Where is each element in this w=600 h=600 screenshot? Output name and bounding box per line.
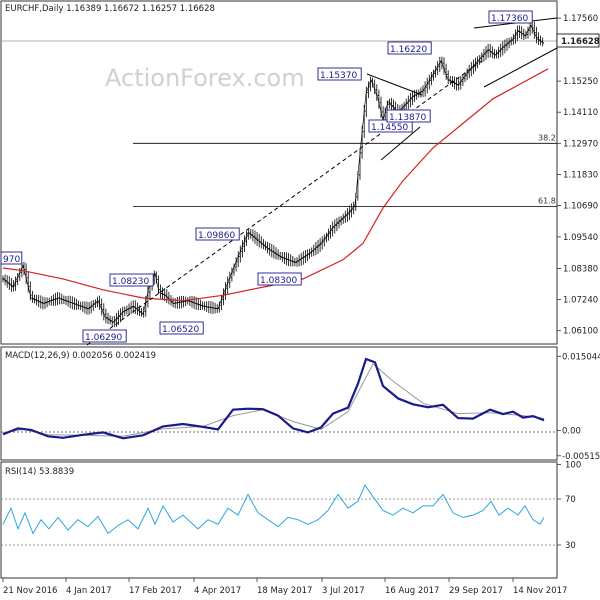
annotation-box — [109, 273, 154, 287]
current-price-value: 1.16628 — [561, 37, 600, 47]
trendline-dashed — [86, 59, 484, 346]
price-annotation: 1.08230 — [109, 273, 154, 287]
price-header: EURCHF,Daily 1.16389 1.16672 1.16257 1.1… — [5, 4, 215, 14]
price-annotation: 970 — [0, 251, 23, 265]
annotation-box — [159, 321, 204, 335]
x-tick-label: 17 Feb 2017 — [129, 586, 182, 596]
fib-levels: 38.2 61.8 — [133, 133, 557, 207]
price-annotation: 1.17360 — [488, 10, 533, 24]
annotation-text: 1.06290 — [85, 333, 122, 343]
y-tick-label: 1.10690 — [563, 202, 598, 212]
y-tick-label: 1.08380 — [563, 265, 598, 275]
fib-label: 61.8 — [538, 197, 556, 206]
watermark: ActionForex.com — [105, 64, 305, 92]
y-tick-label: 1.11830 — [563, 170, 598, 180]
x-tick-label: 29 Sep 2017 — [449, 586, 503, 596]
price-panel — [0, 0, 558, 345]
price-annotation: 1.08300 — [257, 272, 302, 286]
macd-line — [2, 357, 545, 440]
annotation-text: 1.08230 — [112, 277, 149, 287]
y-tick-label: 1.07240 — [563, 296, 598, 306]
annotation-box — [0, 251, 23, 265]
macd-y-axis: 0.015044 0.00 -0.005156 — [557, 352, 600, 462]
trendline-bottom — [483, 47, 558, 88]
price-annotation: 1.09860 — [195, 227, 240, 241]
y-tick-label: 1.14110 — [563, 108, 598, 118]
annotation-text: 970 — [3, 255, 20, 265]
y-tick-label: 1.15250 — [563, 77, 598, 87]
annotation-text: 1.13870 — [389, 113, 426, 123]
y-tick-label: 0.015044 — [562, 352, 600, 362]
price-annotation: 1.15370 — [317, 67, 362, 81]
y-tick-label: 100 — [565, 461, 581, 471]
rsi-line — [2, 484, 545, 535]
annotation-text: 1.16220 — [390, 45, 427, 55]
rsi-y-axis: 100 70 30 — [557, 461, 581, 551]
price-annotation: 1.16220 — [387, 41, 432, 55]
macd-panel — [0, 346, 558, 461]
x-axis: 21 Nov 2016 4 Jan 2017 17 Feb 2017 4 Apr 20… — [2, 578, 567, 596]
price-y-axis: 1.17560 1.15250 1.14110 1.12970 1.11830 1.106… — [557, 14, 598, 337]
price-annotation: 1.13870 — [386, 109, 431, 123]
annotation-box — [387, 41, 432, 55]
x-tick-label: 16 Aug 2017 — [385, 586, 439, 596]
y-tick-label: 1.17560 — [563, 14, 598, 24]
price-series-line — [2, 24, 545, 323]
x-tick-label: 4 Jan 2017 — [66, 586, 112, 596]
annotation-text: 1.06520 — [162, 325, 199, 335]
moving-average-line — [2, 68, 549, 302]
annotation-box — [317, 67, 362, 81]
x-tick-label: 18 May 2017 — [257, 586, 312, 596]
y-tick-label: 0.00 — [562, 426, 581, 436]
annotation-box — [195, 227, 240, 241]
annotation-text: 1.08300 — [260, 276, 297, 286]
price-annotation: 1.06520 — [159, 321, 204, 335]
fib-label: 38.2 — [538, 133, 556, 142]
x-tick-label: 4 Apr 2017 — [194, 586, 241, 596]
x-tick-label: 21 Nov 2016 — [3, 586, 57, 596]
x-tick-label: 3 Jul 2017 — [322, 586, 365, 596]
annotation-box — [488, 10, 533, 24]
trendline-mid — [366, 73, 423, 96]
annotation-box — [82, 329, 127, 343]
annotation-box — [257, 272, 302, 286]
trendlines — [86, 17, 558, 346]
annotation-text: 1.09860 — [198, 231, 235, 241]
annotation-text: 1.15370 — [320, 71, 357, 81]
y-tick-label: 1.06100 — [563, 327, 598, 337]
y-tick-label: -0.005156 — [562, 452, 600, 462]
y-tick-label: 1.12970 — [563, 139, 598, 149]
y-tick-label: 30 — [565, 541, 576, 551]
trendline-low — [380, 126, 421, 161]
macd-header: MACD(12,26,9) 0.002056 0.002419 — [5, 351, 156, 361]
rsi-header: RSI(14) 53.8839 — [5, 467, 74, 477]
price-annotation: 1.06290 — [82, 329, 127, 343]
y-tick-label: 1.09540 — [563, 233, 598, 243]
annotation-text: 1.14550 — [371, 123, 408, 133]
rsi-panel — [0, 461, 558, 579]
annotation-text: 1.17360 — [491, 14, 528, 24]
y-tick-label: 70 — [565, 495, 576, 505]
current-price-badge: 1.16628 — [556, 33, 600, 48]
annotation-box — [386, 109, 431, 123]
x-tick-label: 14 Nov 2017 — [513, 586, 567, 596]
